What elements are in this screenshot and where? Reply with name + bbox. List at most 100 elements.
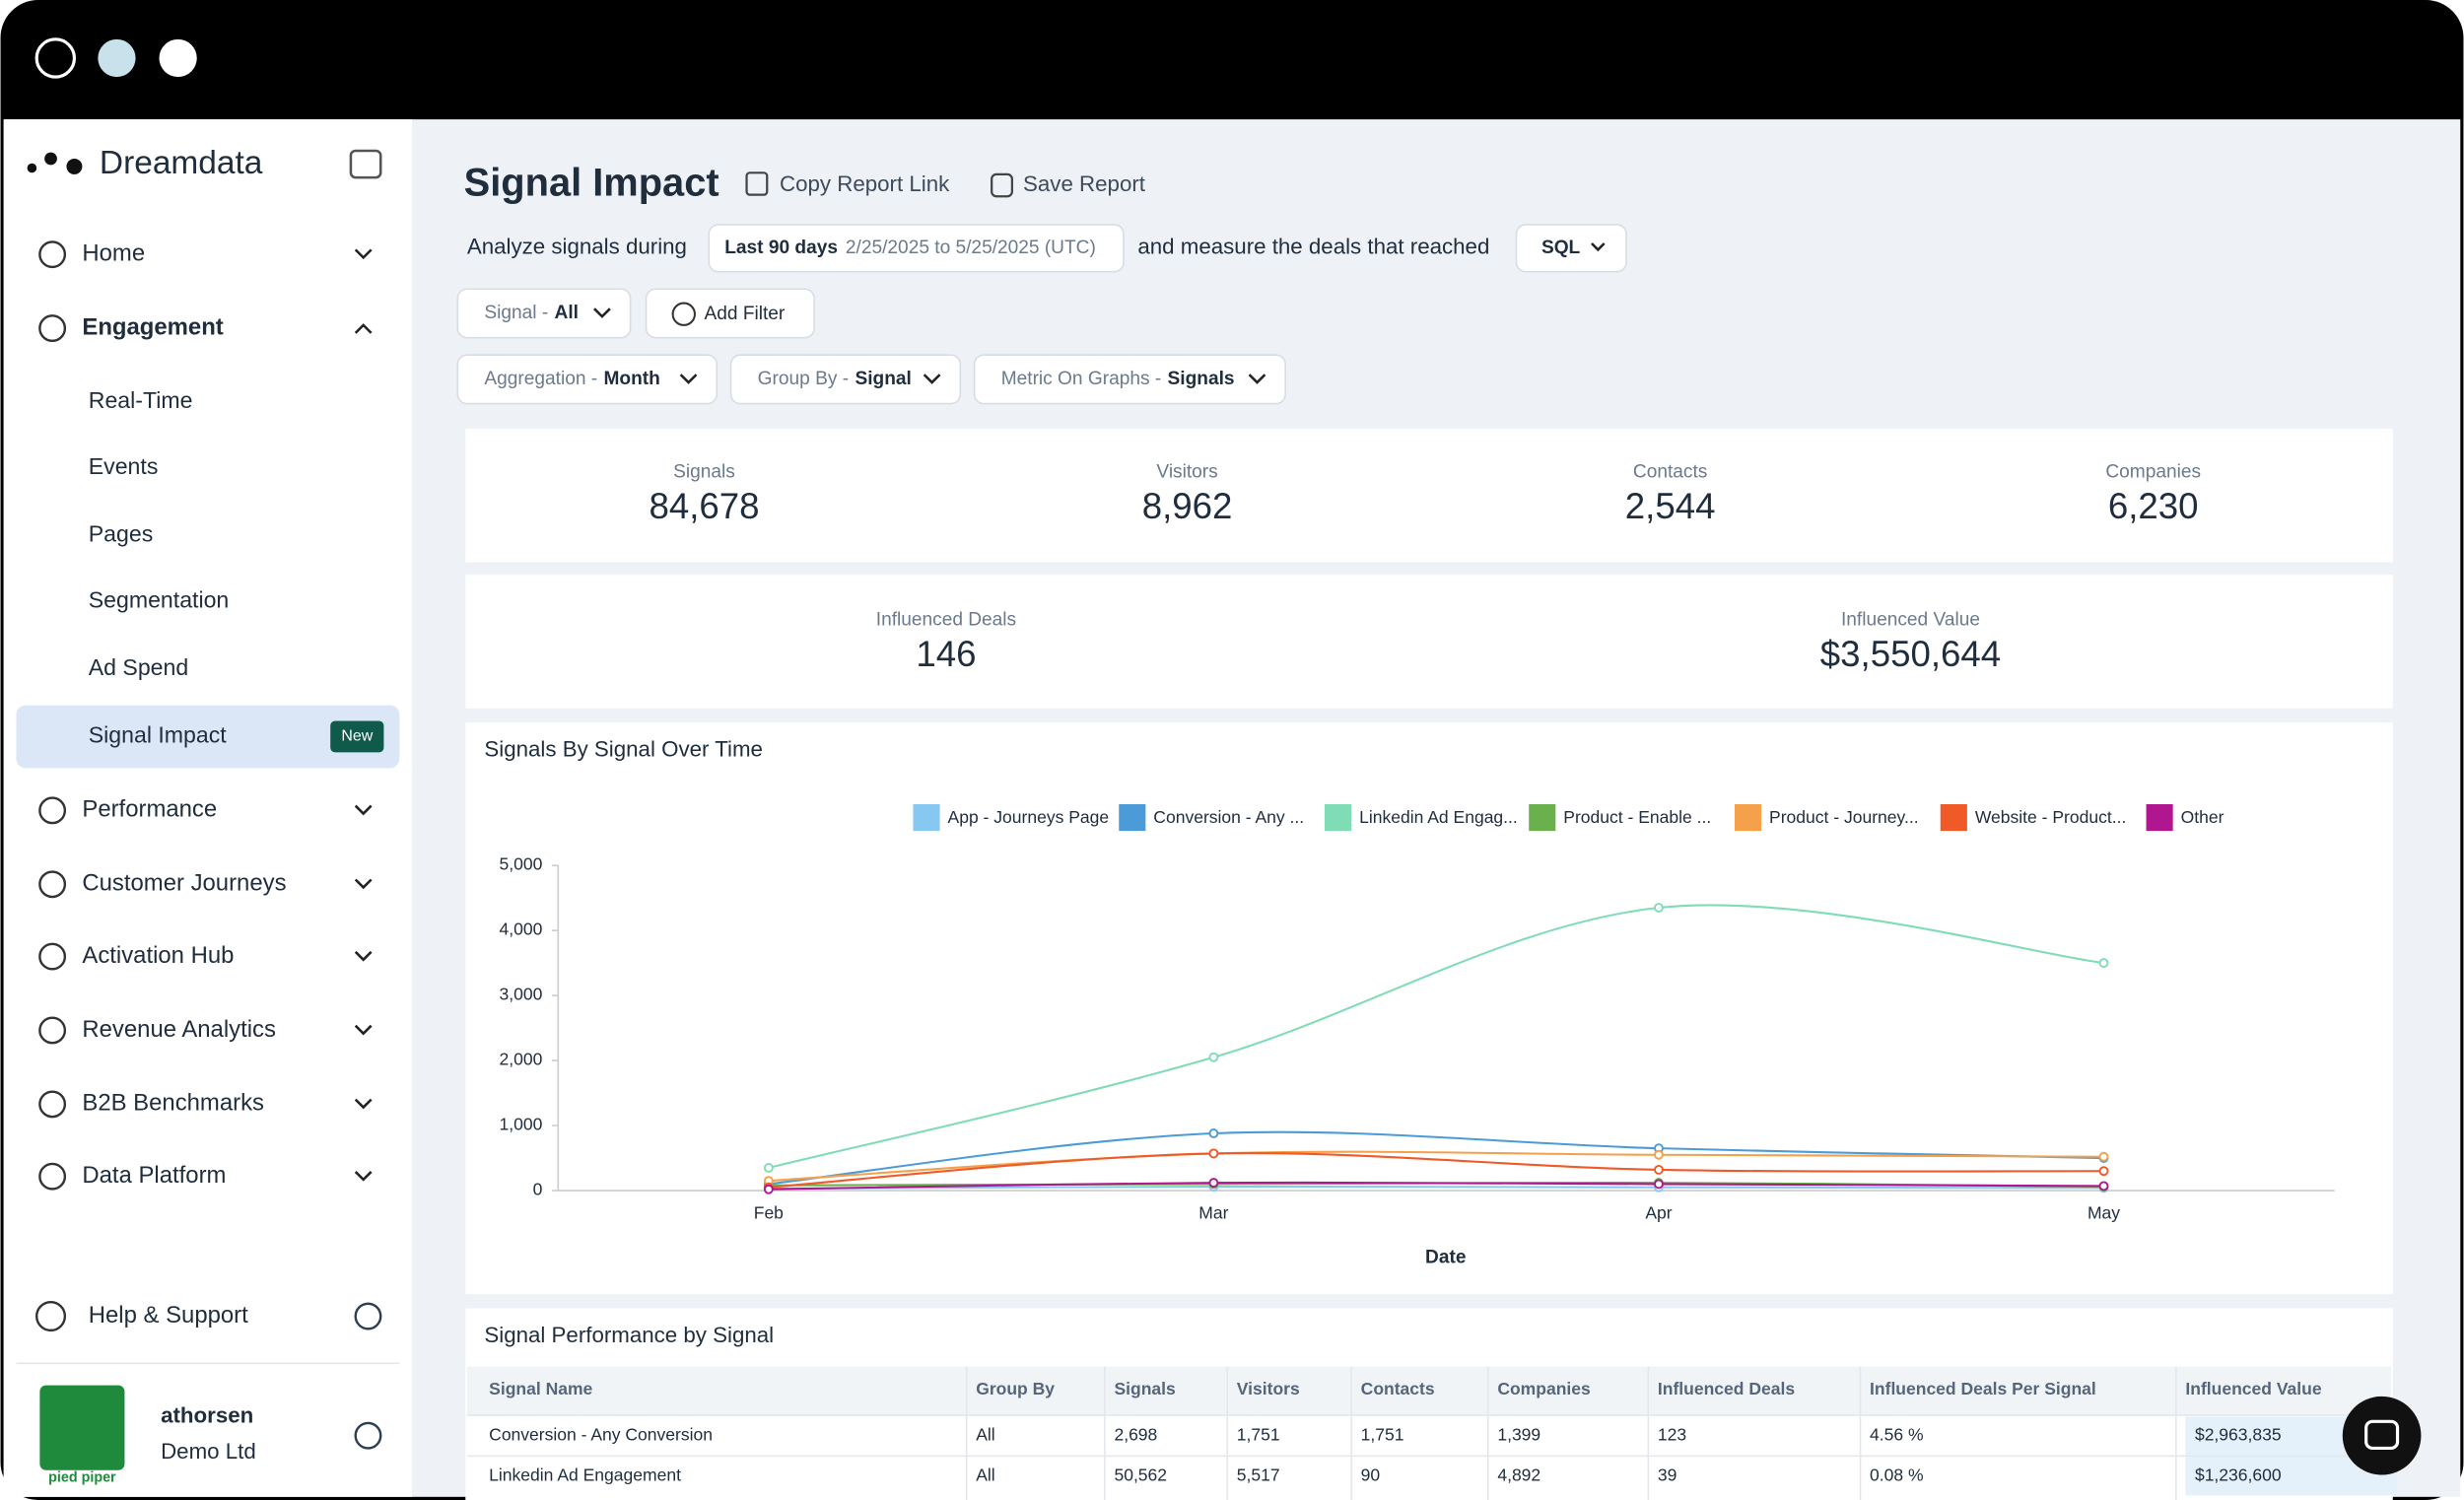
x-tick-label: May [2088,1203,2120,1223]
window-button[interactable] [159,38,197,78]
filter-button[interactable] [973,354,1286,405]
table-cell: $2,963,835 [2195,1424,2282,1444]
nav-icon [38,796,67,825]
table-cell: 2,698 [1114,1424,1157,1444]
kpi-value: 6,230 [2108,486,2199,526]
user-name: athorsen [161,1402,253,1427]
range-label: Last 90 days [724,238,838,258]
kpi-card [465,429,2393,563]
data-point [2098,1166,2109,1177]
sidebar [3,119,413,1497]
nav-item[interactable]: Data Platform [82,1162,226,1189]
column-header: Signals [1114,1379,1176,1398]
subnav-item[interactable]: Real-Time [89,387,193,413]
table-cell: All [976,1424,994,1444]
date-range[interactable] [708,224,1125,273]
legend-label: Product - Enable ... [1563,807,1711,827]
table-cell: $1,236,600 [2195,1466,2282,1485]
nav-item[interactable]: Home [82,239,145,266]
legend-swatch [1119,803,1146,832]
window-button[interactable] [34,37,77,79]
filter-button[interactable] [456,288,632,339]
help-link[interactable]: Help & Support [89,1302,248,1329]
plus-icon [671,302,696,326]
chart-title: Signals By Signal Over Time [484,737,763,762]
data-point [1208,1178,1219,1189]
data-point [2098,1151,2109,1162]
y-tick-label: 3,000 [500,985,543,1004]
filter-button[interactable] [456,354,719,405]
column-header: Signal Name [489,1379,592,1398]
logo [44,152,57,166]
kpi-value: 84,678 [649,486,759,526]
middle-text: and measure the deals that reached [1137,235,1489,259]
chevron [354,1098,373,1110]
chart-card [465,722,2393,1295]
filter-label: Group By - [758,369,849,389]
nav-item[interactable]: B2B Benchmarks [82,1090,264,1117]
x-tick-label: Apr [1645,1203,1672,1223]
series-line [768,1185,2104,1191]
stage: SQL [1541,238,1581,258]
table-title: Signal Performance by Signal [484,1323,774,1347]
kpi-label: Influenced Value [1841,610,1980,631]
nav-icon [38,870,67,899]
help-arrow[interactable] [354,1302,382,1330]
table-cell: 123 [1658,1424,1686,1444]
data-point [1208,1148,1219,1159]
legend-label: Other [2181,807,2224,827]
table-cell: 90 [1361,1466,1381,1485]
data-point [763,1184,774,1194]
kpi-label: Signals [673,462,735,483]
subnav-item[interactable]: Events [89,453,159,479]
data-point [1208,1128,1219,1138]
y-tick-label: 5,000 [500,854,543,874]
column-header: Group By [976,1379,1055,1398]
kpi-value: 146 [916,634,976,674]
subnav-item[interactable]: Signal Impact [89,722,227,748]
legend-label: App - Journeys Page [948,807,1110,827]
legend-label: Linkedin Ad Engag... [1359,807,1518,827]
y-tick-label: 1,000 [500,1115,543,1134]
nav-item[interactable]: Engagement [82,313,223,340]
chat-button[interactable] [2342,1396,2422,1475]
column-header: Influenced Value [2185,1379,2321,1398]
user-org: Demo Ltd [161,1439,256,1464]
nav-item[interactable]: Customer Journeys [82,870,286,897]
add-filter-button[interactable] [645,288,815,339]
legend-label: Product - Journey... [1769,807,1919,827]
table-cell: 1,399 [1497,1424,1540,1444]
chevron [1591,242,1606,252]
series-line [768,1152,2104,1189]
filter-text: Metric On Graphs - Signals [1001,369,1235,389]
stage-select[interactable] [1515,224,1627,273]
chevron [593,307,611,318]
window-button[interactable] [98,38,136,78]
nav-icon [38,314,67,343]
chevron [1248,374,1266,384]
legend-swatch [1529,803,1556,832]
table-cell: 4,892 [1497,1466,1540,1485]
user-arrow[interactable] [354,1421,382,1450]
series-line [768,1150,2104,1183]
nav-item[interactable]: Revenue Analytics [82,1016,276,1043]
chevron [923,374,941,384]
subnav-item[interactable]: Pages [89,521,153,547]
filter-label: Metric On Graphs - [1001,369,1161,389]
kpi-label: Companies [2105,462,2201,483]
nav-item[interactable]: Activation Hub [82,942,234,969]
subnav-item[interactable]: Ad Spend [89,654,188,680]
copy-link[interactable]: Copy Report Link [780,171,950,196]
subnav-item[interactable]: Segmentation [89,587,230,613]
column-header: Influenced Deals Per Signal [1870,1379,2096,1398]
nav-item[interactable]: Performance [82,796,217,823]
table-cell: 39 [1658,1466,1677,1485]
kpi-value: 2,544 [1625,486,1716,526]
kpi-label: Influenced Deals [876,610,1016,631]
badge-bg [330,720,384,753]
legend-swatch [913,803,940,832]
save-report[interactable]: Save Report [1023,171,1146,196]
filter-button[interactable] [729,354,962,405]
collapse-button[interactable] [349,149,382,179]
copy-icon [745,171,769,196]
